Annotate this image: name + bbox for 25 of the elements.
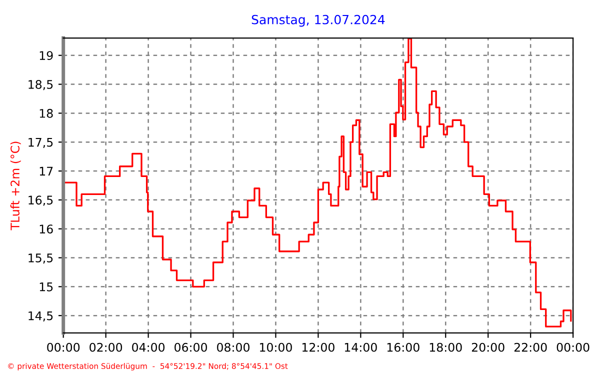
x-tick-label: 22:00 (514, 342, 547, 352)
y-axis-title: TLuft +2m (°C) (10, 142, 21, 230)
x-tick-label: 08:00 (217, 342, 250, 352)
y-tick-label: 17,5 (28, 138, 53, 148)
y-tick-label: 19 (40, 51, 53, 60)
y-tick-label: 14,5 (28, 311, 53, 322)
chart-title: Samstag, 13.07.2024 (252, 14, 385, 27)
x-tick-label: 02:00 (90, 342, 122, 352)
x-tick-label: 04:00 (132, 342, 165, 352)
y-tick-label: 18,5 (28, 80, 53, 90)
y-tick-label: 17 (40, 166, 53, 176)
x-tick-label: 00:00 (556, 342, 590, 352)
y-tick-label: 15,5 (28, 254, 53, 264)
y-tick-label: 16 (40, 224, 53, 234)
x-tick-label: 00:00 (47, 342, 80, 352)
y-tick-label: 16,5 (28, 196, 53, 206)
x-tick-label: 10:00 (260, 342, 292, 352)
x-tick-label: 06:00 (174, 342, 207, 352)
y-tick-label: 15 (40, 282, 53, 292)
x-tick-label: 14:00 (344, 342, 377, 352)
x-tick-label: 20:00 (472, 342, 504, 352)
x-tick-label: 12:00 (302, 342, 334, 352)
x-tick-label: 16:00 (387, 342, 420, 352)
y-tick-label: 18 (40, 108, 53, 118)
x-tick-label: 18:00 (430, 342, 462, 352)
